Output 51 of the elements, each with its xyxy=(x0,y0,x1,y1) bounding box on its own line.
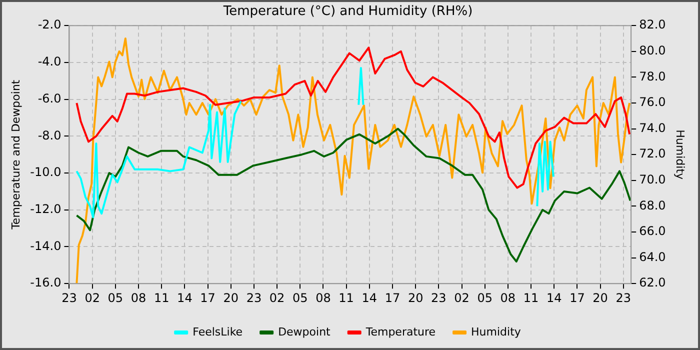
x-tick-label: 17 xyxy=(384,290,400,305)
chart-title: Temperature (°C) and Humidity (RH%) xyxy=(222,4,473,20)
x-tick-label: 05 xyxy=(108,290,124,305)
legend-label: Temperature xyxy=(364,325,436,338)
x-tick-label: 23 xyxy=(246,290,262,305)
x-tick-label: 08 xyxy=(316,290,331,305)
x-tick-label: 23 xyxy=(616,290,632,305)
y-tick-label: -14.0 xyxy=(30,238,62,253)
y2-tick-label: 72.0 xyxy=(639,146,666,161)
x-tick-label: 11 xyxy=(338,290,354,305)
legend-label: Dewpoint xyxy=(278,325,332,338)
y-tick-label: -10.0 xyxy=(30,165,62,180)
x-tick-label: 14 xyxy=(362,290,378,305)
x-tick-label: 02 xyxy=(269,290,285,305)
y2-axis-title: Humidity xyxy=(674,130,687,180)
y-tick-label: -8.0 xyxy=(38,128,62,142)
x-tick-label: 11 xyxy=(154,290,170,305)
y2-tick-label: 74.0 xyxy=(639,120,666,135)
x-tick-label: 17 xyxy=(570,290,585,305)
y2-tick-label: 64.0 xyxy=(639,250,666,264)
x-tick-label: 14 xyxy=(546,290,562,305)
legend-label: FeelsLike xyxy=(192,325,243,338)
y-tick-label: -6.0 xyxy=(38,91,62,106)
y2-tick-label: 80.0 xyxy=(639,44,666,58)
y-tick-label: -16.0 xyxy=(30,276,62,290)
x-tick-label: 11 xyxy=(523,290,539,305)
y2-tick-label: 82.0 xyxy=(639,18,666,32)
x-tick-label: 20 xyxy=(223,290,239,305)
x-tick-label: 05 xyxy=(477,290,492,305)
x-tick-label: 20 xyxy=(408,290,424,305)
x-tick-label: 08 xyxy=(130,290,146,305)
y-tick-label: -12.0 xyxy=(30,202,62,216)
x-tick-label: 23 xyxy=(62,290,77,305)
y2-tick-label: 78.0 xyxy=(639,69,666,84)
y2-tick-label: 76.0 xyxy=(639,95,666,110)
x-tick-label: 23 xyxy=(431,290,446,305)
y2-tick-label: 68.0 xyxy=(639,198,666,212)
legend-label: Humidity xyxy=(471,325,522,338)
x-tick-label: 08 xyxy=(500,290,516,305)
x-tick-label: 20 xyxy=(592,290,608,305)
x-tick-label: 02 xyxy=(84,290,100,305)
x-tick-label: 17 xyxy=(200,290,216,305)
x-tick-label: 05 xyxy=(292,290,308,305)
y-tick-label: -2.0 xyxy=(38,18,62,32)
x-tick-label: 02 xyxy=(454,290,470,305)
x-tick-label: 14 xyxy=(177,290,192,305)
y2-tick-label: 62.0 xyxy=(639,276,666,290)
y-axis-title: Temperature and Dewpoint xyxy=(9,79,22,230)
y2-tick-label: 70.0 xyxy=(639,172,666,187)
y2-tick-label: 66.0 xyxy=(639,224,666,238)
y-tick-label: -4.0 xyxy=(38,54,62,69)
